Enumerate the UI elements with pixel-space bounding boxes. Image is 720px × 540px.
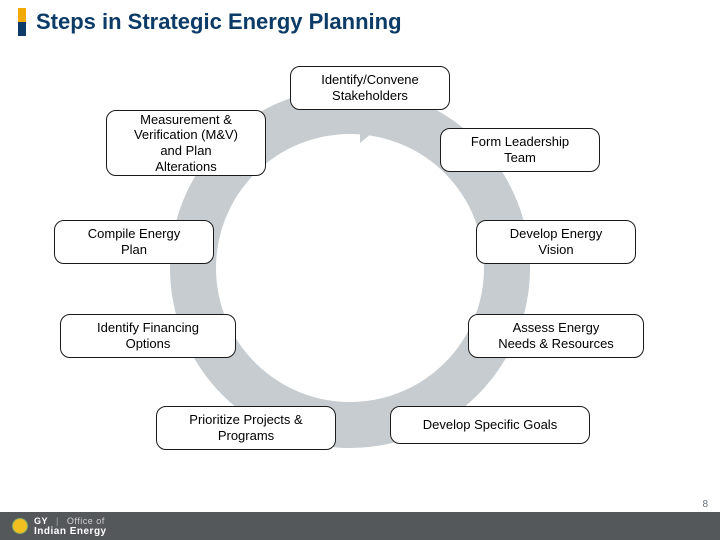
footer-text: GY | Office of Indian Energy: [34, 516, 107, 537]
slide-header: Steps in Strategic Energy Planning: [0, 0, 720, 44]
footer-office-name: Indian Energy: [34, 526, 107, 537]
step-box-develop-goals: Develop Specific Goals: [390, 406, 590, 444]
footer-office-prefix: Office of: [67, 516, 105, 526]
header-accent-bar: [18, 8, 26, 36]
step-box-compile-plan: Compile EnergyPlan: [54, 220, 214, 264]
seal-icon: [12, 518, 28, 534]
step-box-develop-vision: Develop EnergyVision: [476, 220, 636, 264]
step-box-prioritize-projects: Prioritize Projects &Programs: [156, 406, 336, 450]
step-box-assess-needs: Assess EnergyNeeds & Resources: [468, 314, 644, 358]
footer-dept: GY: [34, 516, 48, 526]
step-box-form-leadership: Form LeadershipTeam: [440, 128, 600, 172]
page-number: 8: [702, 499, 708, 510]
step-box-identify-stakeholders: Identify/ConveneStakeholders: [290, 66, 450, 110]
step-box-identify-financing: Identify FinancingOptions: [60, 314, 236, 358]
step-box-measurement-verification: Measurement &Verification (M&V)and PlanA…: [106, 110, 266, 176]
slide-footer: GY | Office of Indian Energy: [0, 512, 720, 540]
cycle-diagram: Identify/ConveneStakeholders Form Leaders…: [0, 48, 720, 488]
slide-title: Steps in Strategic Energy Planning: [36, 9, 402, 35]
footer-divider: |: [56, 516, 59, 526]
